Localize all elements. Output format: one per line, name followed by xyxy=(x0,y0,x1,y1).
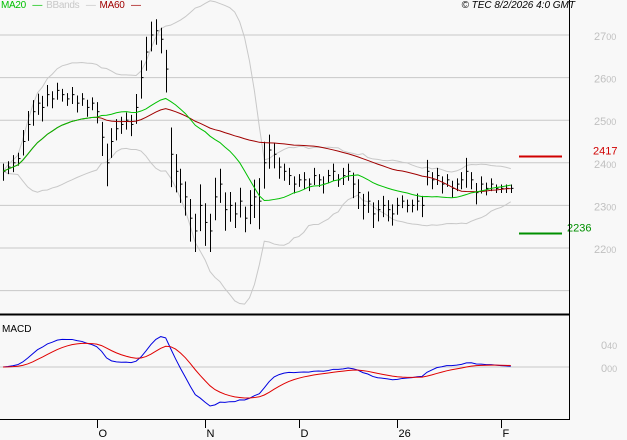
ma60-line xyxy=(2,108,511,193)
legend: MA20 — BBands — MA60 — xyxy=(1,0,145,11)
y-tick-label: 2700 xyxy=(594,31,616,43)
x-tick-label: D xyxy=(301,428,309,440)
copyright: © TEC 8/2/2026 4:0 GMT xyxy=(461,0,575,11)
y-tick-label: 2500 xyxy=(594,116,616,128)
x-tick-label: 26 xyxy=(399,428,411,440)
signal-line xyxy=(2,342,511,399)
y-tick-label: 2300 xyxy=(594,201,616,213)
resistance-label: 2417 xyxy=(593,146,617,158)
y-tick-label: 2400 xyxy=(594,159,616,171)
legend-ma20: MA20 — xyxy=(1,0,43,11)
macd-label: MACD xyxy=(2,324,31,335)
support-label: 2236 xyxy=(567,223,591,235)
macd-tick-label: 000 xyxy=(601,363,617,375)
x-tick-label: O xyxy=(99,428,108,440)
bband-lower xyxy=(2,147,512,305)
y-tick-label: 2600 xyxy=(594,74,616,86)
legend-ma20-label: MA20 xyxy=(1,0,26,11)
macd-line xyxy=(2,336,511,407)
x-tick-label: F xyxy=(503,428,510,440)
legend-bbands-label: BBands xyxy=(46,0,80,11)
macd-tick-label: 040 xyxy=(601,340,617,352)
legend-bbands: BBands — xyxy=(46,0,96,11)
legend-ma60: MA60 — xyxy=(99,0,141,11)
ma20-line xyxy=(2,97,511,202)
legend-ma60-label: MA60 xyxy=(99,0,125,11)
y-tick-label: 2200 xyxy=(594,244,616,256)
bband-upper xyxy=(2,0,511,173)
x-tick-label: N xyxy=(207,428,215,440)
